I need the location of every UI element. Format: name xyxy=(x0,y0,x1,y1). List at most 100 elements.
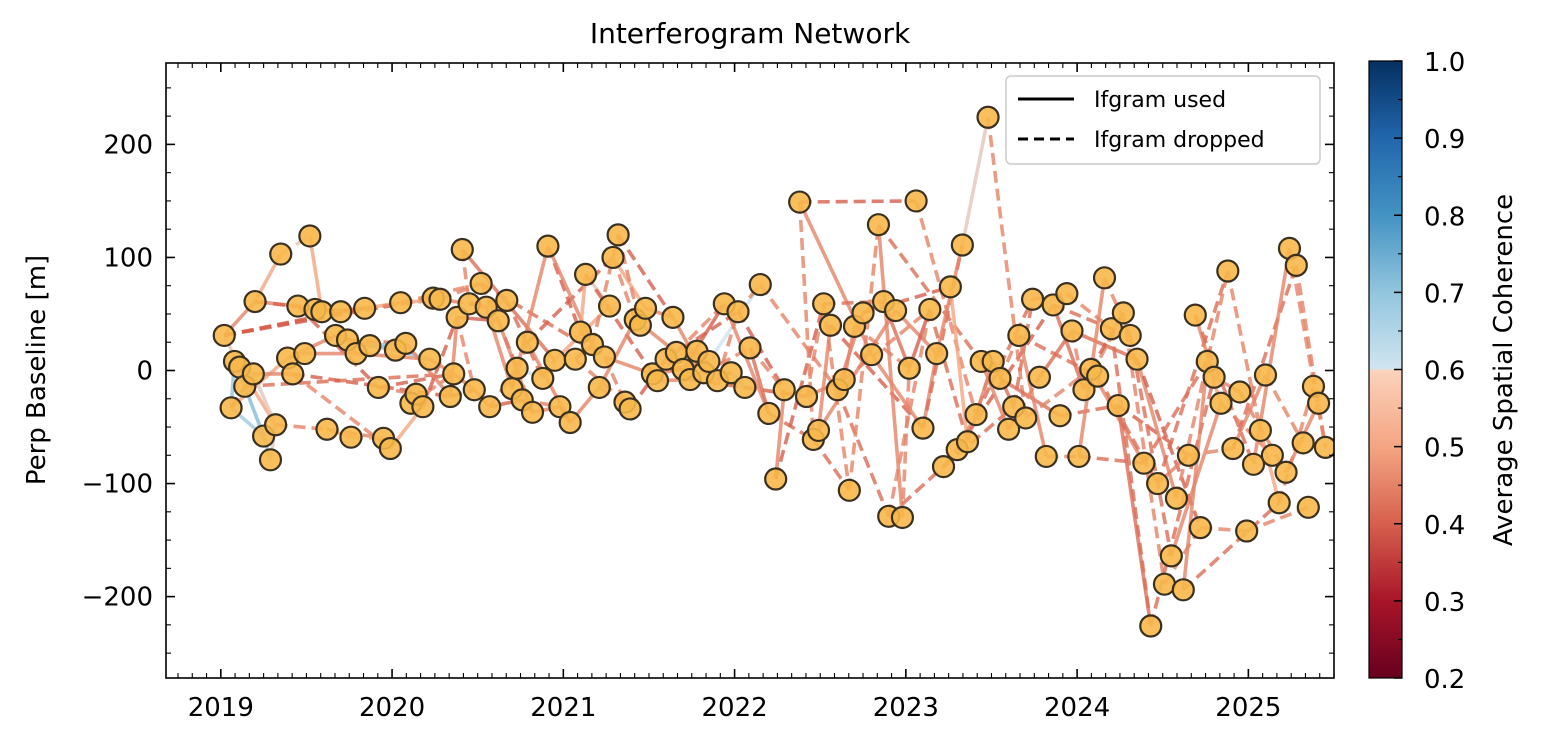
acquisition-point xyxy=(601,245,625,270)
colorbar-tick-label: 0.5 xyxy=(1424,434,1465,464)
acquisition-point xyxy=(964,402,988,427)
acquisition-point xyxy=(1209,391,1233,415)
acquisition-point xyxy=(1306,391,1331,415)
acquisition-point xyxy=(866,213,891,237)
acquisition-point xyxy=(1106,393,1130,418)
ifgram-used-line xyxy=(948,286,970,442)
acquisition-point xyxy=(1171,578,1195,602)
acquisition-point xyxy=(997,417,1021,441)
acquisition-point xyxy=(281,362,305,386)
acquisition-point xyxy=(904,189,928,213)
ifgram-dropped-line xyxy=(1142,360,1209,465)
acquisition-point xyxy=(950,233,974,257)
acquisition-point xyxy=(438,384,462,409)
colorbar-tick-label: 0.6 xyxy=(1424,357,1465,387)
ifgram-used-line xyxy=(773,389,787,480)
ifgram-dropped-line xyxy=(974,298,1035,416)
acquisition-point xyxy=(832,367,856,392)
legend-dropped-label: Ifgram dropped xyxy=(1094,128,1265,153)
acquisition-point xyxy=(1086,364,1110,388)
acquisition-point xyxy=(315,417,339,441)
acquisition-point xyxy=(243,289,267,314)
colorbar-tick-label: 1.0 xyxy=(1424,48,1465,78)
acquisition-point xyxy=(955,430,980,454)
x-tick-label: 2019 xyxy=(188,693,254,723)
acquisition-points xyxy=(212,105,1334,638)
acquisition-point xyxy=(890,505,915,530)
acquisition-point xyxy=(788,190,812,214)
acquisition-point xyxy=(1072,378,1096,402)
acquisition-point xyxy=(1183,303,1207,327)
ifgram-dropped-line xyxy=(291,372,392,450)
ifgram-dropped-line xyxy=(1155,270,1230,485)
ifgram-dropped-line xyxy=(835,389,891,518)
acquisition-point xyxy=(618,397,642,421)
acquisition-point xyxy=(269,242,293,266)
x-tick-label: 2025 xyxy=(1215,693,1281,723)
acquisition-point xyxy=(726,300,750,324)
ifgram-dropped-line xyxy=(584,273,660,382)
ifgram-dropped-line xyxy=(1082,312,1125,391)
acquisition-point xyxy=(645,369,670,393)
acquisition-point xyxy=(1221,436,1245,461)
ifgram-dropped-line xyxy=(378,372,455,390)
acquisition-point xyxy=(1188,516,1213,540)
acquisition-point xyxy=(1159,544,1183,568)
colorbar-tick-label: 0.7 xyxy=(1424,279,1465,309)
acquisition-point xyxy=(1228,380,1252,404)
acquisition-point xyxy=(738,336,762,360)
ifgram-used-line xyxy=(960,116,990,246)
acquisition-point xyxy=(505,356,529,380)
acquisition-point xyxy=(1139,614,1163,638)
acquisition-point xyxy=(394,331,418,355)
acquisition-point xyxy=(411,395,435,419)
ifgram-dropped-line xyxy=(1117,404,1190,457)
acquisition-point xyxy=(366,375,390,400)
y-tick-label: 100 xyxy=(103,243,153,273)
acquisition-point xyxy=(293,341,317,366)
colorbar-tick-label: 0.2 xyxy=(1424,665,1465,695)
y-tick-label: 0 xyxy=(136,357,153,387)
acquisition-point xyxy=(1202,365,1226,389)
legend-used-label: Ifgram used xyxy=(1094,88,1226,113)
ifgram-dropped-line xyxy=(1182,501,1281,592)
ifgram-used-line xyxy=(979,360,1011,430)
acquisition-point xyxy=(606,223,630,247)
legend-box xyxy=(1005,75,1321,165)
colorbar-tick-label: 0.9 xyxy=(1424,125,1465,155)
acquisition-point xyxy=(358,334,382,358)
legend: Ifgram used Ifgram dropped xyxy=(1005,75,1321,165)
acquisition-point xyxy=(573,262,598,287)
y-tick-label: −200 xyxy=(82,583,153,613)
acquisition-point xyxy=(661,305,685,329)
acquisition-point xyxy=(1235,519,1259,543)
x-tick-label: 2022 xyxy=(702,693,768,723)
acquisition-point xyxy=(353,296,377,320)
acquisition-point xyxy=(1260,443,1284,467)
acquisition-point xyxy=(428,287,452,311)
ifgram-dropped-line xyxy=(1231,264,1299,450)
acquisition-point xyxy=(1027,365,1052,389)
ifgram-dropped-line xyxy=(921,244,965,429)
acquisition-point xyxy=(931,454,956,479)
acquisition-point xyxy=(450,237,474,262)
acquisition-point xyxy=(806,418,831,443)
acquisition-point xyxy=(264,413,288,437)
acquisition-point xyxy=(1118,323,1142,348)
acquisition-point xyxy=(563,347,587,371)
acquisition-point xyxy=(543,348,567,372)
acquisition-point xyxy=(1296,495,1320,519)
acquisition-point xyxy=(719,361,743,385)
acquisition-point xyxy=(851,301,875,325)
ifgram-dropped-line xyxy=(665,310,740,361)
ifgram-dropped-line xyxy=(928,308,970,443)
colorbar-ticks: 0.2 0.3 0.4 0.5 0.6 0.7 0.8 0.9 1.0 xyxy=(1394,48,1465,695)
acquisition-point xyxy=(1146,471,1170,496)
acquisition-point xyxy=(883,298,908,323)
x-tick-label: 2020 xyxy=(359,693,425,723)
ifgram-used-line xyxy=(876,224,905,518)
ifgram-dropped-line xyxy=(829,324,925,430)
acquisition-point xyxy=(938,275,962,299)
ifgram-used-line xyxy=(1017,335,1049,457)
